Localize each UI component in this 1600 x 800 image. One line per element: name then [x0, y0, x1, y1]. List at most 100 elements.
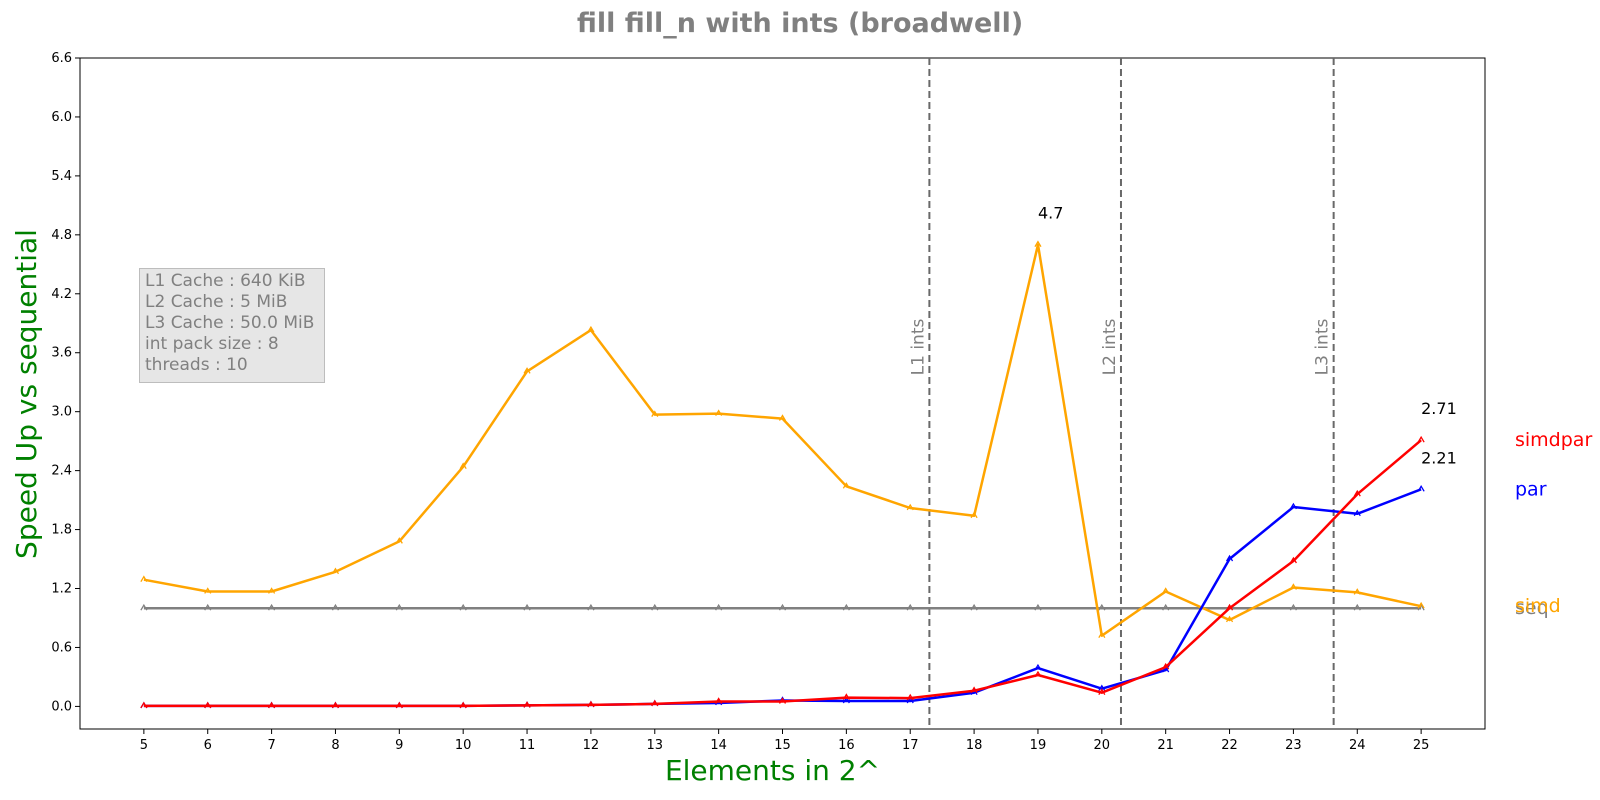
chart-title: fill fill_n with ints (broadwell) — [576, 8, 1024, 39]
data-point-simd — [1353, 588, 1361, 595]
x-tick-label: 21 — [1157, 738, 1174, 753]
value-annotation: 2.21 — [1421, 448, 1457, 467]
info-threads: threads : 10 — [145, 355, 248, 375]
data-point-seq — [204, 603, 212, 611]
y-tick-label: 2.4 — [51, 464, 72, 479]
x-tick-label: 11 — [519, 738, 536, 753]
x-tick-label: 22 — [1221, 738, 1238, 753]
data-point-simd — [1289, 583, 1297, 590]
data-point-simd — [842, 482, 850, 489]
data-point-simdpar — [715, 697, 723, 704]
series-line-simdpar — [143, 439, 1422, 708]
data-point-simd — [1417, 601, 1425, 609]
x-tick-label: 25 — [1413, 738, 1430, 753]
y-tick-label: 1.2 — [51, 582, 72, 597]
info-l2-cache: L2 Cache : 5 MiB — [145, 292, 288, 312]
x-axis-label: Elements in 2^ — [665, 754, 880, 787]
data-point-seq — [1289, 603, 1297, 611]
info-l3-cache: L3 Cache : 50.0 MiB — [145, 313, 315, 333]
x-tick-label: 9 — [395, 738, 403, 753]
data-point-seq — [523, 603, 531, 611]
x-tick-label: 8 — [331, 738, 339, 753]
x-tick-label: 14 — [710, 738, 727, 753]
data-point-seq — [331, 603, 340, 611]
data-point-simd — [140, 575, 148, 583]
data-point-simdpar — [1162, 662, 1170, 670]
data-point-simd — [1225, 615, 1234, 623]
data-point-simdpar — [1417, 435, 1425, 443]
data-point-simd — [459, 462, 467, 470]
data-point-simdpar — [268, 701, 276, 709]
cache-boundary-label: L3 ints — [1313, 319, 1333, 376]
legend-label-simdpar: simdpar — [1515, 429, 1592, 451]
data-point-simd — [970, 511, 978, 519]
data-point-simd — [523, 367, 531, 374]
cache-boundary-label: L2 ints — [1100, 319, 1120, 376]
value-annotation: 4.7 — [1038, 204, 1063, 223]
data-point-seq — [906, 603, 914, 611]
data-point-simdpar — [140, 701, 148, 709]
data-point-seq — [1098, 603, 1106, 611]
data-point-simd — [331, 567, 340, 575]
x-tick-label: 24 — [1349, 738, 1366, 753]
value-annotation: 2.71 — [1421, 399, 1457, 418]
data-point-simdpar — [1225, 603, 1234, 611]
data-point-seq — [587, 603, 595, 611]
y-tick-label: 0.0 — [51, 699, 72, 714]
data-point-par — [1034, 663, 1042, 671]
y-tick-label: 6.0 — [51, 110, 72, 125]
x-tick-label: 7 — [267, 738, 275, 753]
info-int-pack-size: int pack size : 8 — [145, 334, 279, 354]
data-point-simd — [906, 503, 914, 511]
data-point-simd — [204, 587, 212, 594]
data-point-simdpar — [778, 697, 787, 704]
data-point-simdpar — [587, 700, 595, 708]
data-point-seq — [268, 603, 276, 611]
data-point-simdpar — [523, 701, 531, 708]
data-point-seq — [842, 603, 850, 611]
data-point-simd — [1162, 587, 1170, 594]
data-point-par — [1225, 554, 1234, 562]
data-point-simdpar — [1289, 556, 1297, 564]
y-tick-label: 4.8 — [51, 228, 72, 243]
legend-label-par: par — [1515, 478, 1547, 500]
cache-boundary-label: L1 ints — [908, 319, 928, 376]
y-axis-label: Speed Up vs sequential — [10, 229, 43, 559]
x-tick-label: 10 — [455, 738, 472, 753]
data-point-par — [1417, 485, 1425, 492]
data-point-seq — [395, 603, 403, 611]
y-tick-label: 6.6 — [51, 51, 72, 66]
data-point-simd — [395, 537, 403, 544]
data-point-par — [715, 698, 723, 706]
data-point-simd — [778, 414, 787, 421]
data-point-simdpar — [970, 686, 978, 694]
plot-frame — [79, 57, 1486, 730]
data-point-simdpar — [1098, 688, 1106, 695]
x-tick-label: 17 — [902, 738, 919, 753]
cache-info-box: L1 Cache : 640 KiB L2 Cache : 5 MiB L3 C… — [139, 268, 325, 383]
legend-label-simd: simd — [1515, 595, 1561, 617]
data-point-par — [1289, 502, 1297, 510]
data-point-par — [1353, 509, 1361, 517]
y-tick-label: 3.0 — [51, 405, 72, 420]
data-point-simd — [715, 409, 723, 416]
data-point-seq — [1034, 603, 1042, 611]
y-tick-label: 4.2 — [51, 287, 72, 302]
data-point-simdpar — [906, 693, 914, 701]
x-tick-label: 23 — [1285, 738, 1302, 753]
data-point-simd — [268, 587, 276, 594]
legend-label-seq: seq — [1515, 597, 1549, 619]
data-point-seq — [140, 603, 148, 611]
data-point-simdpar — [331, 701, 340, 709]
data-point-simdpar — [842, 693, 850, 700]
data-point-simdpar — [459, 701, 467, 709]
data-point-simd — [1034, 240, 1042, 247]
x-tick-label: 5 — [140, 738, 148, 753]
data-point-simdpar — [651, 699, 659, 707]
x-tick-label: 19 — [1030, 738, 1047, 753]
data-point-simdpar — [204, 701, 212, 709]
series-line-simd — [143, 243, 1422, 637]
data-point-simd — [587, 325, 595, 333]
y-tick-label: 1.8 — [51, 523, 72, 538]
x-tick-label: 13 — [646, 738, 663, 753]
